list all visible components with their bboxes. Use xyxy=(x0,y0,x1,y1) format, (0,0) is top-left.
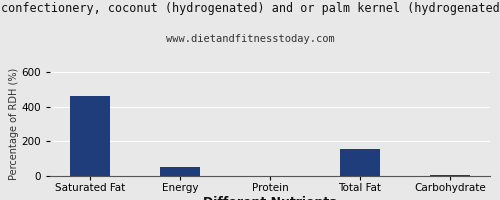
X-axis label: Different Nutrients: Different Nutrients xyxy=(203,196,337,200)
Bar xyxy=(430,175,470,176)
Text: confectionery, coconut (hydrogenated) and or palm kernel (hydrogenated: confectionery, coconut (hydrogenated) an… xyxy=(0,2,500,15)
Bar xyxy=(70,96,110,176)
Bar xyxy=(160,167,200,176)
Y-axis label: Percentage of RDH (%): Percentage of RDH (%) xyxy=(8,68,18,180)
Text: www.dietandfitnesstoday.com: www.dietandfitnesstoday.com xyxy=(166,34,334,44)
Bar xyxy=(340,149,380,176)
